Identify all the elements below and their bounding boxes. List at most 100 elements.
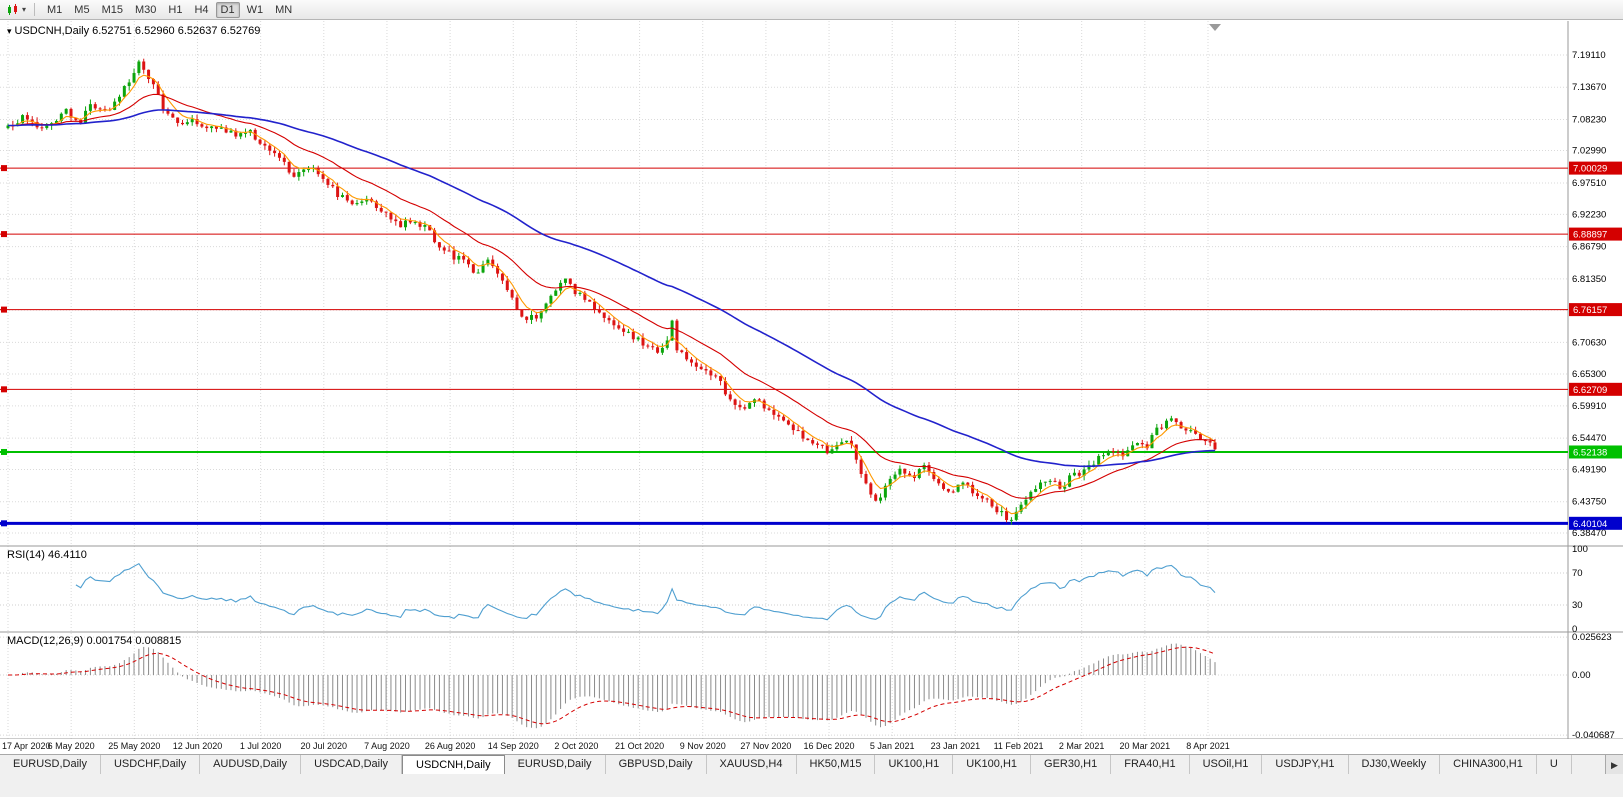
svg-text:6.49190: 6.49190 — [1572, 464, 1606, 475]
date-label: 23 Jan 2021 — [930, 741, 981, 751]
date-label: 26 Aug 2020 — [424, 741, 476, 751]
ma-5-line — [7, 74, 1216, 515]
date-label: 8 Apr 2021 — [1186, 741, 1230, 751]
svg-text:0.00: 0.00 — [1572, 670, 1591, 681]
svg-text:6.62709: 6.62709 — [1573, 385, 1607, 396]
timeframe-button-mn[interactable]: MN — [275, 3, 293, 16]
gridlines — [0, 21, 1568, 739]
svg-text:7.08230: 7.08230 — [1572, 114, 1606, 125]
svg-text:6.76157: 6.76157 — [1573, 305, 1607, 316]
chart-tab-usdchf-daily[interactable]: USDCHF,Daily — [100, 755, 201, 774]
macd-panel: 0.025623 0.00 -0.040687 — [0, 632, 1615, 739]
chart-tab-bar: EURUSD,Daily USDCHF,Daily AUDUSD,Daily USDC… — [0, 754, 1623, 774]
timeframe-button-w1[interactable]: W1 — [246, 3, 264, 16]
toolbar-separator — [34, 3, 36, 16]
date-label: 17 Apr 2020 — [2, 741, 51, 751]
date-label: 21 Oct 2020 — [615, 741, 665, 751]
svg-text:6.86790: 6.86790 — [1572, 242, 1606, 253]
chart-canvas[interactable]: 7.19110 7.13670 7.08230 7.02990 6.97510 6.922… — [0, 0, 1623, 739]
svg-text:6.52138: 6.52138 — [1573, 447, 1607, 458]
date-label: 25 May 2020 — [108, 741, 161, 751]
date-label: 2 Mar 2021 — [1058, 741, 1105, 751]
svg-text:6.54470: 6.54470 — [1572, 433, 1606, 444]
svg-text:6.97510: 6.97510 — [1572, 178, 1606, 189]
toolbar: ▾ M1 M5 M15 M30 H1 H4 D1 W1 MN — [0, 0, 1623, 20]
svg-text:0: 0 — [1572, 624, 1577, 635]
chart-tab-china300-h1[interactable]: CHINA300,H1 — [1440, 755, 1537, 774]
svg-text:100: 100 — [1572, 544, 1588, 555]
chart-tab-eurusd-daily[interactable]: EURUSD,Daily — [504, 755, 606, 774]
svg-text:6.38470: 6.38470 — [1572, 528, 1606, 539]
timeframe-button-d1[interactable]: D1 — [215, 1, 240, 18]
date-label: 12 Jun 2020 — [172, 741, 223, 751]
svg-text:-0.040687: -0.040687 — [1572, 730, 1615, 739]
rsi-indicator-label: RSI(14) 46.4110 — [7, 549, 87, 561]
svg-text:6.70630: 6.70630 — [1572, 337, 1606, 348]
date-label: 20 Mar 2021 — [1119, 741, 1171, 751]
rsi-panel: 100 70 30 0 — [0, 544, 1588, 635]
svg-text:6.59910: 6.59910 — [1572, 401, 1606, 412]
date-label: 7 Aug 2020 — [364, 741, 410, 751]
chart-tab-ger30-h1[interactable]: GER30,H1 — [1031, 755, 1112, 774]
svg-text:7.02990: 7.02990 — [1572, 146, 1606, 157]
chart-shift-marker — [1209, 24, 1221, 31]
svg-text:30: 30 — [1572, 600, 1583, 611]
svg-text:6.92230: 6.92230 — [1572, 209, 1606, 220]
chart-tab-hk50-m15[interactable]: HK50,M15 — [796, 755, 876, 774]
chart-tab-usdcnh-daily[interactable]: USDCNH,Daily — [402, 755, 505, 774]
chart-tab-uk100-h1[interactable]: UK100,H1 — [953, 755, 1032, 774]
chart-tab-u[interactable]: U — [1536, 755, 1572, 774]
date-label: 5 Jan 2021 — [869, 741, 915, 751]
chart-tab-uk100-h1[interactable]: UK100,H1 — [875, 755, 954, 774]
macd-histogram — [12, 643, 1216, 729]
timeframe-buttons: M1 M5 M15 M30 H1 H4 D1 W1 MN — [41, 1, 298, 18]
timeframe-button-h1[interactable]: H1 — [168, 3, 183, 16]
timeframe-button-m1[interactable]: M1 — [47, 3, 63, 16]
svg-text:7.19110: 7.19110 — [1572, 50, 1606, 61]
panel-borders — [0, 21, 1623, 739]
svg-text:6.88897: 6.88897 — [1573, 230, 1607, 241]
svg-text:7.13670: 7.13670 — [1572, 82, 1606, 93]
date-axis[interactable]: 17 Apr 2020 6 May 2020 25 May 2020 12 Jun 2… — [0, 739, 1623, 754]
date-label: 27 Nov 2020 — [740, 741, 792, 751]
date-label: 14 Sep 2020 — [487, 741, 539, 751]
date-label: 6 May 2020 — [47, 741, 95, 751]
chart-tab-usoil-h1[interactable]: USOil,H1 — [1189, 755, 1263, 774]
chart-title: ▾ USDCNH,Daily 6.52751 6.52960 6.52637 6.5… — [7, 25, 263, 37]
svg-text:6.65300: 6.65300 — [1572, 369, 1606, 380]
timeframe-button-m30[interactable]: M30 — [134, 3, 157, 16]
tab-scroll-right-icon[interactable]: ▶ — [1605, 754, 1623, 774]
svg-text:6.81350: 6.81350 — [1572, 274, 1606, 285]
svg-text:0.025623: 0.025623 — [1572, 632, 1612, 643]
status-strip — [0, 774, 1623, 797]
chart-type-dropdown-icon[interactable]: ▾ — [22, 5, 27, 14]
svg-text:6.40104: 6.40104 — [1573, 519, 1607, 530]
date-label: 2 Oct 2020 — [554, 741, 599, 751]
timeframe-button-h4[interactable]: H4 — [194, 3, 209, 16]
chart-ohlc-values: 6.52751 6.52960 6.52637 6.52769 — [92, 25, 261, 37]
timeframe-button-m5[interactable]: M5 — [74, 3, 90, 16]
macd-indicator-label: MACD(12,26,9) 0.001754 0.008815 — [7, 635, 182, 647]
chart-type-icon[interactable] — [4, 2, 22, 18]
chart-tab-xauusd-h4[interactable]: XAUUSD,H4 — [706, 755, 797, 774]
chart-tab-usdcad-daily[interactable]: USDCAD,Daily — [301, 755, 403, 774]
symbol-dropdown-icon[interactable]: ▾ — [7, 26, 12, 36]
chart-tab-fra40-h1[interactable]: FRA40,H1 — [1111, 755, 1190, 774]
chart-tab-gbpusd-daily[interactable]: GBPUSD,Daily — [605, 755, 707, 774]
horizontal-level-lines — [0, 165, 1568, 527]
chart-tab-usdjpy-h1[interactable]: USDJPY,H1 — [1262, 755, 1349, 774]
price-axis: 7.19110 7.13670 7.08230 7.02990 6.97510 6.922… — [1572, 50, 1606, 539]
chart-tab-eurusd-daily[interactable]: EURUSD,Daily — [0, 755, 101, 774]
date-label: 11 Feb 2021 — [993, 741, 1044, 751]
svg-text:6.43750: 6.43750 — [1572, 497, 1606, 508]
svg-text:7.00029: 7.00029 — [1573, 164, 1607, 175]
price-line-badges: 7.00029 6.88897 6.76157 6.62709 6.52138 6.401… — [1569, 161, 1622, 530]
chart-symbol-timeframe: USDCNH,Daily — [14, 25, 90, 37]
date-label: 20 Jul 2020 — [300, 741, 348, 751]
moving-averages — [7, 74, 1216, 515]
chart-tab-dj30-weekly[interactable]: DJ30,Weekly — [1348, 755, 1441, 774]
timeframe-button-m15[interactable]: M15 — [101, 3, 123, 16]
chart-tab-audusd-daily[interactable]: AUDUSD,Daily — [200, 755, 302, 774]
candlestick-chart-glyph — [8, 3, 17, 15]
